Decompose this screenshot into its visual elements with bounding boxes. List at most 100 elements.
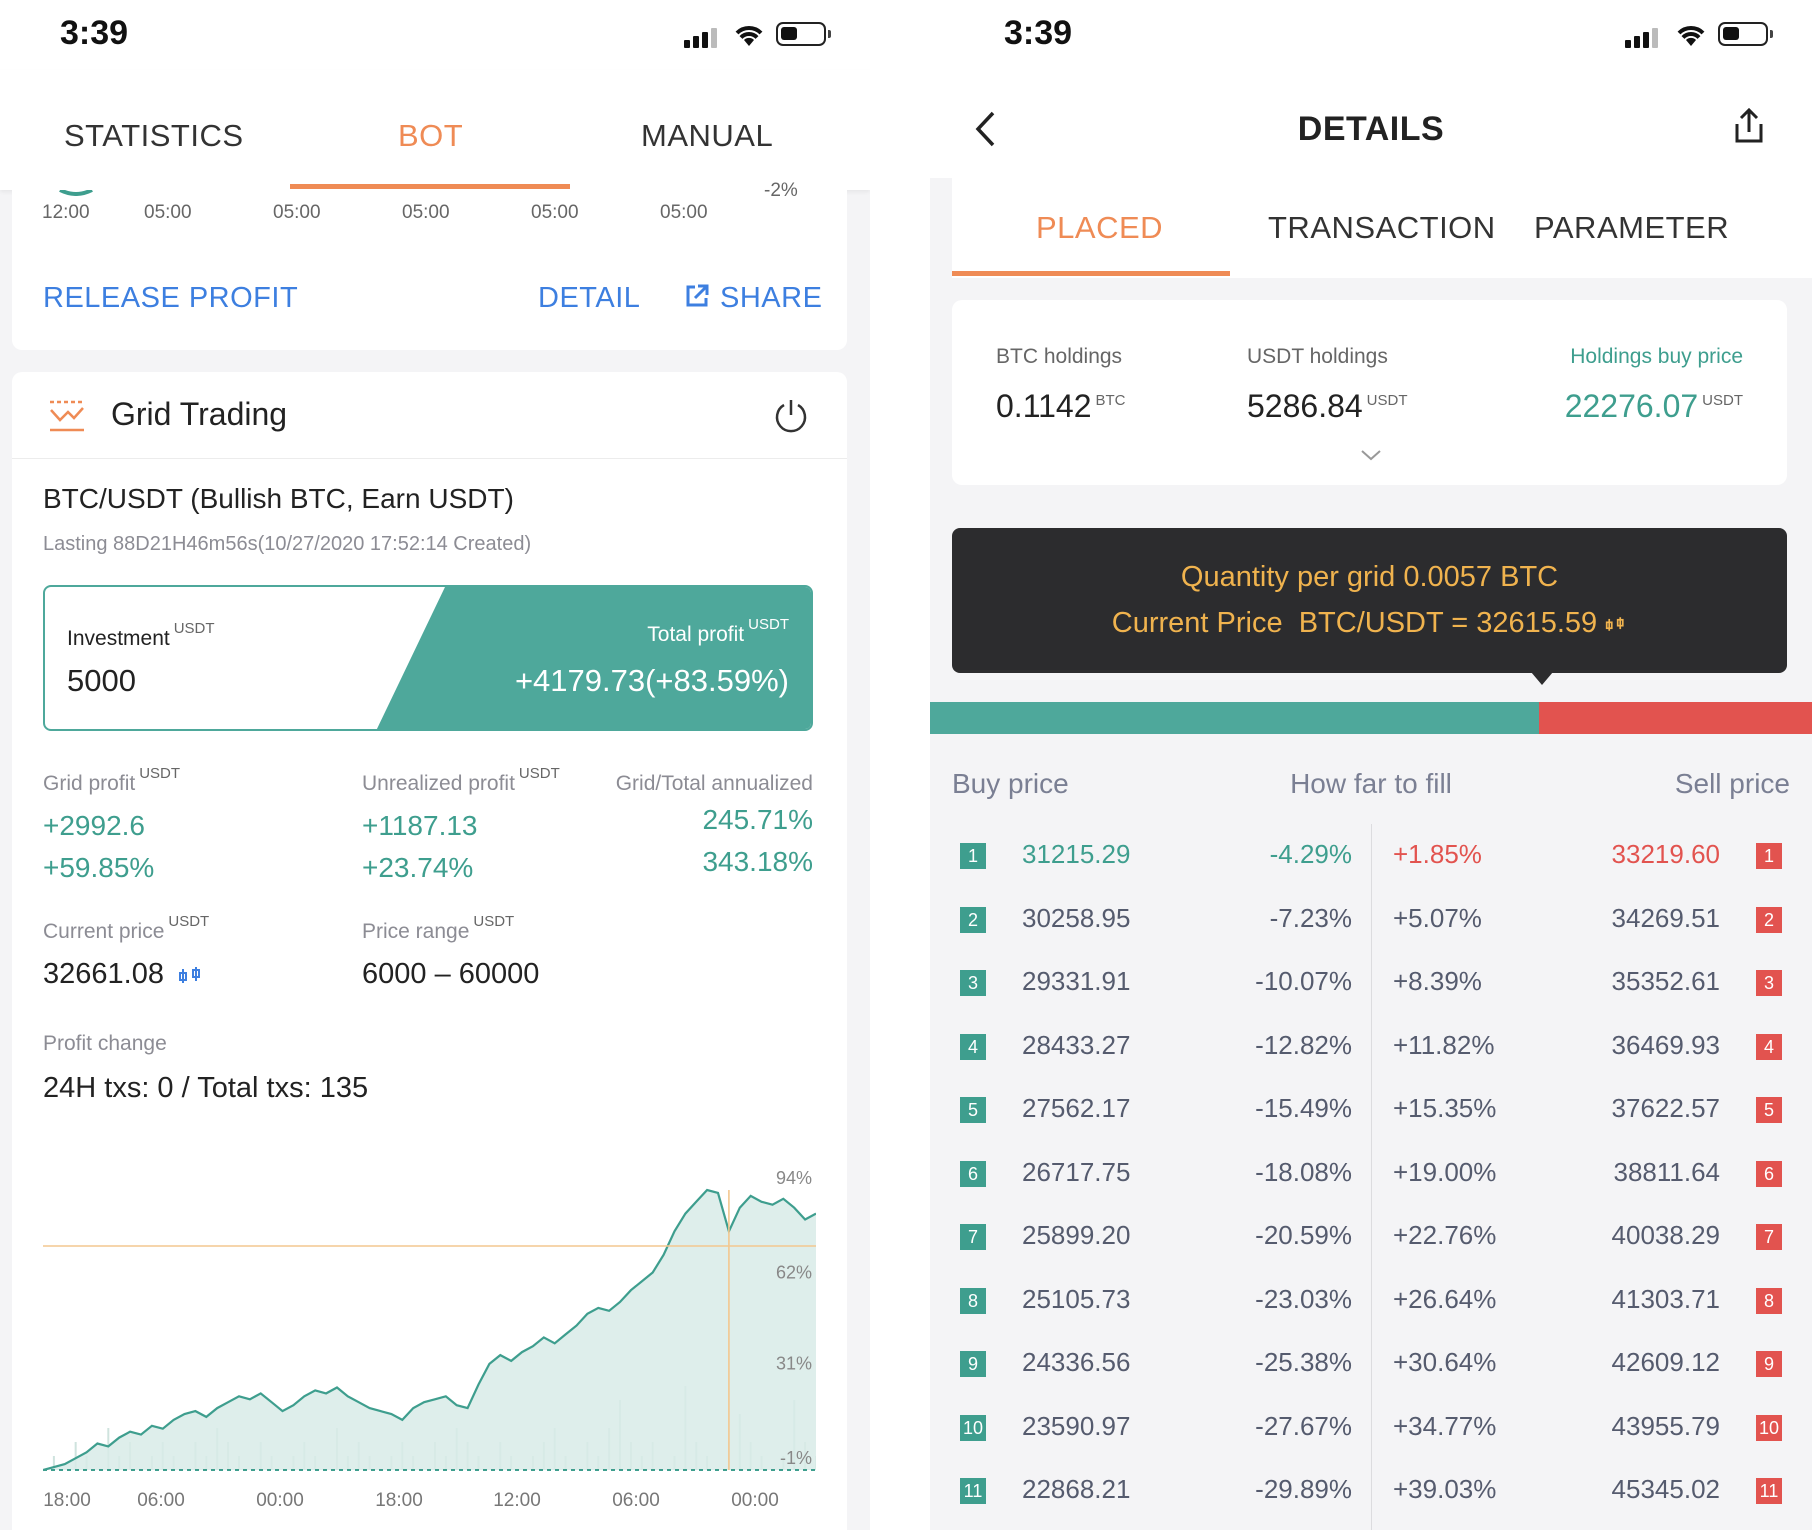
buy-index-badge: 1 xyxy=(960,843,986,869)
sell-price-cell: 34269.51 xyxy=(1611,903,1720,933)
chevron-down-icon[interactable] xyxy=(1359,448,1383,462)
volume-bar xyxy=(74,1442,77,1470)
buy-index-badge: 7 xyxy=(960,1224,986,1250)
order-row: 4 28433.27 -12.82% +11.82% 36469.93 4 xyxy=(930,1017,1812,1081)
buy-distance-cell: -25.38% xyxy=(1255,1347,1352,1377)
detail-tabs: PLACED TRANSACTION PARAMETER xyxy=(952,178,1812,278)
sell-price-header: Sell price xyxy=(1674,768,1790,799)
buy-price-cell: 26717.75 xyxy=(1022,1157,1131,1187)
profit-bg-shape xyxy=(376,587,811,729)
status-time: 3:39 xyxy=(1004,14,1073,52)
buy-price-header: Buy price xyxy=(952,768,1069,799)
buy-price-label: Holdings buy price xyxy=(1570,345,1743,368)
buy-price-cell: 22868.21 xyxy=(1022,1474,1131,1504)
chart-remnant xyxy=(59,190,93,196)
candlestick-icon[interactable] xyxy=(1605,615,1627,633)
sell-index-badge: 8 xyxy=(1756,1288,1782,1314)
buy-price-cell: 29331.91 xyxy=(1022,966,1131,996)
tab-transaction[interactable]: TRANSACTION xyxy=(1268,210,1496,245)
order-row: 1 31215.29 -4.29% +1.85% 33219.60 1 xyxy=(930,826,1812,890)
tab-parameter[interactable]: PARAMETER xyxy=(1534,210,1730,245)
tab-manual[interactable]: MANUAL xyxy=(641,118,774,153)
order-row: 7 25899.20 -20.59% +22.76% 40038.29 7 xyxy=(930,1207,1812,1271)
buy-distance-cell: -12.82% xyxy=(1255,1030,1352,1060)
total-profit-value: +4179.73(+83.59%) xyxy=(514,663,789,698)
tab-indicator xyxy=(290,184,570,189)
sell-distance-cell: +39.03% xyxy=(1393,1474,1497,1504)
y-tick-label: 94% xyxy=(776,1168,812,1188)
wifi-icon xyxy=(735,26,763,46)
main-tabs: STATISTICS BOT MANUAL xyxy=(0,70,870,190)
fill-bar-buy xyxy=(930,702,1539,734)
unrealized-profit-pct: +23.74% xyxy=(362,852,474,883)
fill-header: How far to fill xyxy=(1290,768,1452,799)
y-tick-label: 31% xyxy=(776,1354,812,1374)
sell-index-badge: 3 xyxy=(1756,970,1782,996)
profit-chart: 94% 62% 31% -1% 18:00 06:00 00:00 18:00 12:00 06:… xyxy=(43,1168,816,1511)
sell-index-badge: 7 xyxy=(1756,1224,1782,1250)
sell-index-badge: 1 xyxy=(1756,843,1782,869)
buy-index-badge: 8 xyxy=(960,1288,986,1314)
wifi-icon xyxy=(1677,26,1705,46)
tab-indicator xyxy=(952,271,1230,276)
order-row: 11 22868.21 -29.89% +39.03% 45345.02 11 xyxy=(930,1461,1812,1525)
annualized-grid-value: 245.71% xyxy=(702,804,813,835)
buy-price-cell: 23590.97 xyxy=(1022,1411,1131,1441)
holdings-card: BTC holdings 0.1142 BTC USDT holdings 528… xyxy=(952,300,1787,485)
candlestick-icon[interactable] xyxy=(178,965,204,985)
x-tick-label: 00:00 xyxy=(731,1490,779,1511)
power-icon[interactable] xyxy=(772,396,810,434)
signal-icon xyxy=(684,26,717,48)
upload-icon[interactable] xyxy=(1730,106,1768,146)
tab-bot[interactable]: BOT xyxy=(398,118,464,153)
buy-price-cell: 25899.20 xyxy=(1022,1220,1131,1250)
sell-distance-cell: +1.85% xyxy=(1393,839,1482,869)
page-title: DETAILS xyxy=(1297,110,1445,148)
order-row: 6 26717.75 -18.08% +19.00% 38811.64 6 xyxy=(930,1144,1812,1208)
x-tick: 05:00 xyxy=(402,202,450,223)
tab-placed[interactable]: PLACED xyxy=(1036,210,1164,245)
investment-label: Investment USDT xyxy=(67,620,215,650)
status-bar: 3:39 xyxy=(0,0,870,70)
release-profit-link[interactable]: RELEASE PROFIT xyxy=(43,282,299,314)
order-row: 5 27562.17 -15.49% +15.35% 37622.57 5 xyxy=(930,1080,1812,1144)
sell-index-badge: 2 xyxy=(1756,907,1782,933)
x-tick: 05:00 xyxy=(144,202,192,223)
price-tooltip: Quantity per grid 0.0057 BTC Current Pri… xyxy=(952,528,1787,673)
usdt-holdings-value: 5286.84 USDT xyxy=(1247,388,1408,424)
btc-holdings-value: 0.1142 BTC xyxy=(996,388,1126,424)
back-icon[interactable] xyxy=(973,110,997,148)
profit-change-label: Profit change xyxy=(43,1032,167,1055)
unrealized-profit-value: +1187.13 xyxy=(362,810,478,841)
txs-summary: 24H txs: 0 / Total txs: 135 xyxy=(43,1072,369,1104)
buy-distance-cell: -10.07% xyxy=(1255,966,1352,996)
x-tick: 05:00 xyxy=(660,202,708,223)
sell-index-badge: 11 xyxy=(1756,1478,1782,1504)
tab-statistics[interactable]: STATISTICS xyxy=(64,118,244,153)
left-screen: 3:39 STATISTICS BOT MANUAL -2% 12:00 05:… xyxy=(0,0,870,1530)
sell-distance-cell: +15.35% xyxy=(1393,1093,1497,1123)
order-row: 2 30258.95 -7.23% +5.07% 34269.51 2 xyxy=(930,890,1812,954)
buy-index-badge: 6 xyxy=(960,1161,986,1187)
buy-distance-cell: -27.67% xyxy=(1255,1411,1352,1441)
x-tick-label: 06:00 xyxy=(137,1490,185,1511)
share-link[interactable]: SHARE xyxy=(720,282,823,314)
investment-value: 5000 xyxy=(67,663,136,698)
sell-price-cell: 42609.12 xyxy=(1611,1347,1720,1377)
x-tick-label: 06:00 xyxy=(612,1490,660,1511)
buy-index-badge: 3 xyxy=(960,970,986,996)
tooltip-pointer xyxy=(1531,672,1553,685)
buy-price-cell: 25105.73 xyxy=(1022,1284,1131,1314)
buy-distance-cell: -29.89% xyxy=(1255,1474,1352,1504)
share-icon[interactable] xyxy=(683,282,711,310)
sell-price-cell: 40038.29 xyxy=(1611,1220,1720,1250)
grid-trading-title: Grid Trading xyxy=(111,396,288,432)
detail-link[interactable]: DETAIL xyxy=(538,282,641,314)
buy-index-badge: 4 xyxy=(960,1034,986,1060)
sell-distance-cell: +11.82% xyxy=(1393,1030,1495,1060)
order-row: 10 23590.97 -27.67% +34.77% 43955.79 10 xyxy=(930,1398,1812,1462)
profit-area xyxy=(43,1190,816,1470)
sell-price-cell: 35352.61 xyxy=(1611,966,1720,996)
order-row: 8 25105.73 -23.03% +26.64% 41303.71 8 xyxy=(930,1271,1812,1335)
sell-price-cell: 38811.64 xyxy=(1613,1157,1720,1187)
